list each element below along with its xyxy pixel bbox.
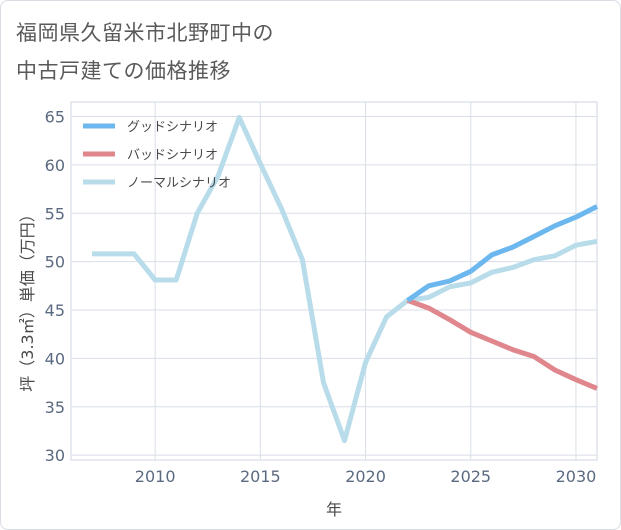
legend-label: ノーマルシナリオ [127,176,231,191]
series-lines [92,115,599,444]
y-tick-label: 55 [45,204,65,223]
legend-label: グッドシナリオ [127,120,218,135]
normal-scenario-line [92,115,598,444]
y-axis-label: 坪（3.3㎡）単価（万円） [18,206,37,391]
x-axis-label: 年 [326,500,342,519]
y-tick-label: 60 [45,156,65,175]
x-tick-label: 2025 [450,467,491,486]
chart-title-line-1: 福岡県久留米市北野町中の [16,21,274,45]
y-tick-label: 30 [45,446,65,465]
y-axis-ticks: 30 35 40 45 50 55 60 65 [45,108,65,466]
x-tick-label: 2020 [345,467,386,486]
chart-title: 福岡県久留米市北野町中の 中古戸建ての価格推移 [16,14,274,90]
x-tick-label: 2030 [556,467,597,486]
y-tick-label: 50 [45,253,65,272]
y-tick-label: 40 [45,349,65,368]
x-axis-ticks: 2010 2015 2020 2025 2030 [135,467,597,486]
y-tick-label: 45 [45,301,65,320]
y-tick-label: 65 [45,108,65,127]
bad-scenario-line [406,298,598,391]
legend-good-scenario: グッドシナリオ [83,120,218,135]
legend-label: バッドシナリオ [127,148,218,163]
chart-title-line-2: 中古戸建ての価格推移 [16,59,231,83]
grid-lines [71,102,597,460]
x-tick-label: 2010 [135,467,176,486]
good-scenario-line [406,204,599,303]
legend-normal-scenario: ノーマルシナリオ [83,176,231,191]
y-tick-label: 35 [45,398,65,417]
legend-bad-scenario: バッドシナリオ [83,148,218,163]
x-tick-label: 2015 [240,467,281,486]
